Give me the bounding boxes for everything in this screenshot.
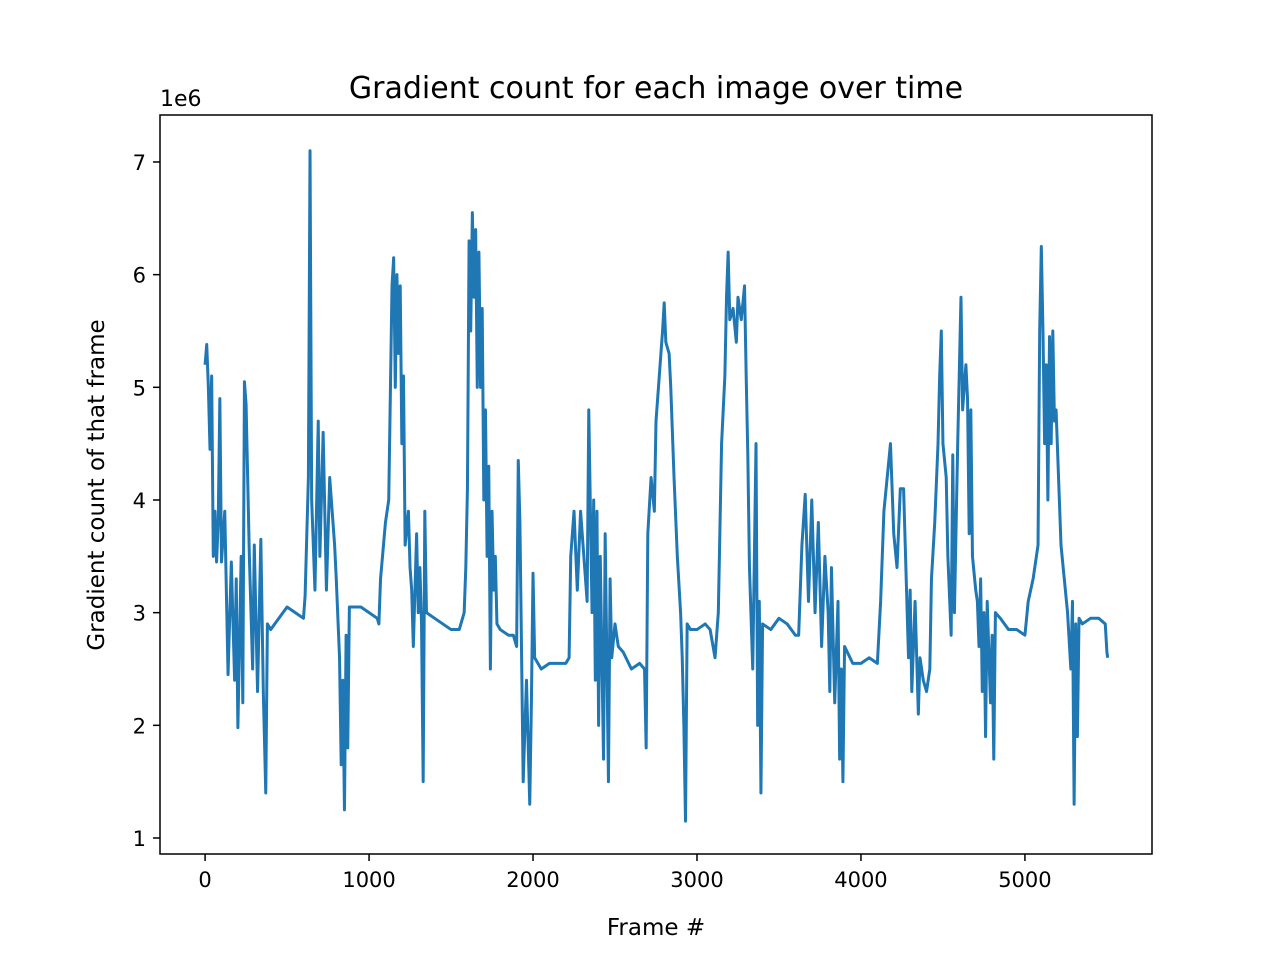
x-tick-label: 0 bbox=[198, 868, 211, 892]
y-tick-label: 6 bbox=[133, 264, 146, 288]
y-tick-label: 3 bbox=[133, 602, 146, 626]
x-tick-label: 4000 bbox=[834, 868, 887, 892]
x-tick-label: 5000 bbox=[998, 868, 1051, 892]
y-tick-label: 1 bbox=[133, 827, 146, 851]
x-axis-label: Frame # bbox=[607, 915, 705, 941]
y-axis-label: Gradient count of that frame bbox=[84, 319, 110, 650]
x-tick-label: 3000 bbox=[670, 868, 723, 892]
plot-frame bbox=[159, 114, 1153, 855]
y-offset-label: 1e6 bbox=[160, 87, 202, 112]
y-tick-label: 2 bbox=[133, 714, 146, 738]
y-tick-label: 5 bbox=[133, 376, 146, 400]
chart-title: Gradient count for each image over time bbox=[349, 71, 963, 106]
y-tick-label: 7 bbox=[133, 151, 146, 175]
y-tick-label: 4 bbox=[133, 489, 146, 513]
data-line bbox=[203, 149, 1110, 823]
x-tick-label: 1000 bbox=[342, 868, 395, 892]
x-tick-label: 2000 bbox=[506, 868, 559, 892]
